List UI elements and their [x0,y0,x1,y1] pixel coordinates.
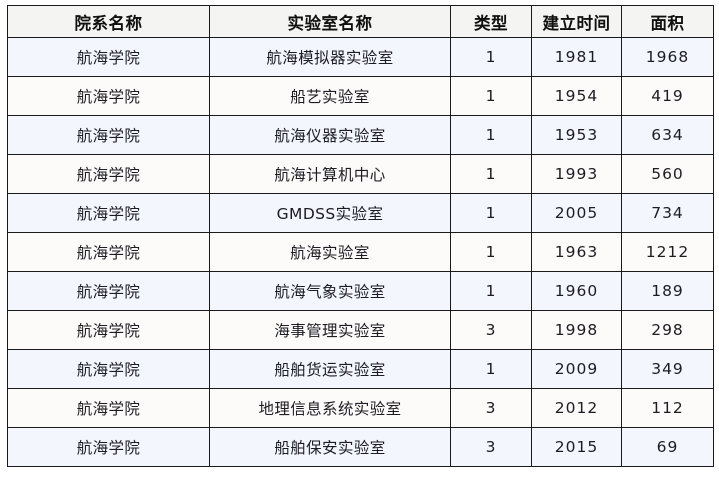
cell-type: 1 [450,232,532,272]
cell-laboratory-name: 航海计算机中心 [209,154,451,194]
table-row[interactable]: 航海学院 航海实验室 1 1963 1212 [7,232,714,272]
cell-type: 1 [450,271,532,311]
cell-type: 3 [450,388,532,428]
cell-department: 航海学院 [7,115,210,155]
cell-area: 734 [621,193,714,233]
cell-type: 1 [450,349,532,389]
table-header: 院系名称 实验室名称 类型 建立时间 面积 [7,5,714,38]
cell-department: 航海学院 [7,232,210,272]
cell-department: 航海学院 [7,310,210,350]
cell-area: 560 [621,154,714,194]
cell-established-date: 1998 [531,310,622,350]
column-header-area[interactable]: 面积 [621,5,714,38]
table-row[interactable]: 航海学院 航海模拟器实验室 1 1981 1968 [7,37,714,77]
cell-laboratory-name: 航海实验室 [209,232,451,272]
cell-area: 69 [621,427,714,467]
cell-department: 航海学院 [7,154,210,194]
column-header-type[interactable]: 类型 [450,5,532,38]
cell-established-date: 1993 [531,154,622,194]
table-row[interactable]: 航海学院 航海气象实验室 1 1960 189 [7,271,714,311]
cell-established-date: 1981 [531,37,622,77]
cell-area: 112 [621,388,714,428]
cell-laboratory-name: 地理信息系统实验室 [209,388,451,428]
cell-laboratory-name: 航海气象实验室 [209,271,451,311]
laboratory-table: 院系名称 实验室名称 类型 建立时间 面积 航海学院 航海模拟器实验室 1 19… [7,5,714,467]
cell-laboratory-name: GMDSS实验室 [209,193,451,233]
table-row[interactable]: 航海学院 船舶保安实验室 3 2015 69 [7,427,714,467]
lab-table-container: 院系名称 实验室名称 类型 建立时间 面积 航海学院 航海模拟器实验室 1 19… [7,5,714,467]
cell-department: 航海学院 [7,76,210,116]
cell-established-date: 1954 [531,76,622,116]
cell-area: 419 [621,76,714,116]
cell-type: 1 [450,154,532,194]
cell-type: 1 [450,76,532,116]
cell-area: 634 [621,115,714,155]
cell-department: 航海学院 [7,193,210,233]
cell-type: 3 [450,310,532,350]
cell-established-date: 2012 [531,388,622,428]
cell-type: 1 [450,37,532,77]
table-row[interactable]: 航海学院 GMDSS实验室 1 2005 734 [7,193,714,233]
cell-established-date: 1960 [531,271,622,311]
cell-department: 航海学院 [7,388,210,428]
cell-established-date: 1963 [531,232,622,272]
table-body: 航海学院 航海模拟器实验室 1 1981 1968 航海学院 船艺实验室 1 1… [7,37,714,467]
cell-department: 航海学院 [7,349,210,389]
cell-department: 航海学院 [7,427,210,467]
cell-laboratory-name: 船舶货运实验室 [209,349,451,389]
table-row[interactable]: 航海学院 航海计算机中心 1 1993 560 [7,154,714,194]
cell-area: 1968 [621,37,714,77]
table-row[interactable]: 航海学院 地理信息系统实验室 3 2012 112 [7,388,714,428]
cell-established-date: 2015 [531,427,622,467]
table-row[interactable]: 航海学院 船舶货运实验室 1 2009 349 [7,349,714,389]
cell-established-date: 1953 [531,115,622,155]
cell-established-date: 2009 [531,349,622,389]
cell-laboratory-name: 航海仪器实验室 [209,115,451,155]
cell-area: 298 [621,310,714,350]
cell-laboratory-name: 船艺实验室 [209,76,451,116]
cell-department: 航海学院 [7,37,210,77]
cell-laboratory-name: 船舶保安实验室 [209,427,451,467]
cell-laboratory-name: 航海模拟器实验室 [209,37,451,77]
cell-area: 349 [621,349,714,389]
table-header-row: 院系名称 实验室名称 类型 建立时间 面积 [7,5,714,38]
cell-type: 1 [450,115,532,155]
table-row[interactable]: 航海学院 航海仪器实验室 1 1953 634 [7,115,714,155]
cell-type: 1 [450,193,532,233]
column-header-laboratory-name[interactable]: 实验室名称 [209,5,451,38]
cell-established-date: 2005 [531,193,622,233]
cell-department: 航海学院 [7,271,210,311]
column-header-department[interactable]: 院系名称 [7,5,210,38]
table-row[interactable]: 航海学院 船艺实验室 1 1954 419 [7,76,714,116]
table-row[interactable]: 航海学院 海事管理实验室 3 1998 298 [7,310,714,350]
cell-area: 189 [621,271,714,311]
cell-laboratory-name: 海事管理实验室 [209,310,451,350]
cell-type: 3 [450,427,532,467]
column-header-established-date[interactable]: 建立时间 [531,5,622,38]
cell-area: 1212 [621,232,714,272]
